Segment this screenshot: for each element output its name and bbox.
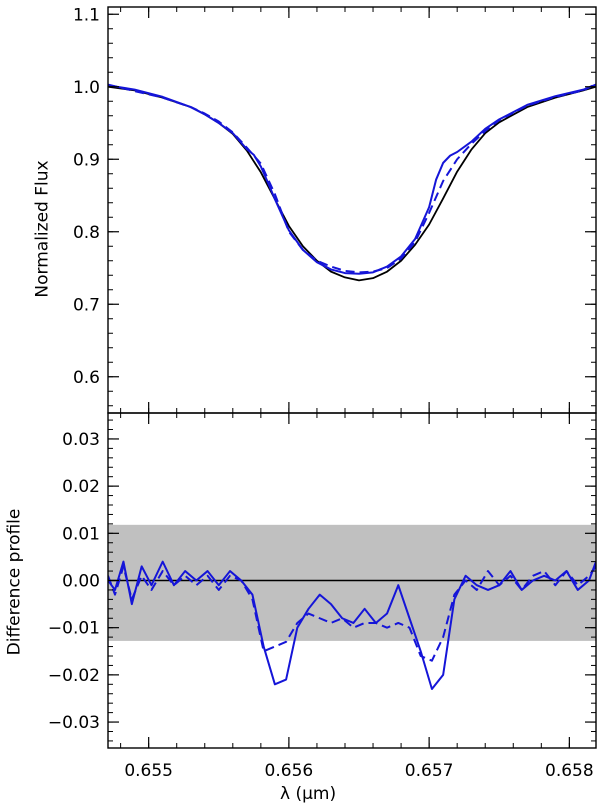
top-y-tick-label: 1.0 [73, 78, 100, 98]
top-series-group [108, 82, 596, 282]
bottom-y-tick-label: 0.00 [62, 572, 100, 592]
bottom-y-tick-label: −0.01 [48, 619, 100, 639]
bottom-panel-difference: −0.03 −0.02 −0.01 0.00 0.01 0.02 0.03 0.655 0.65… [48, 412, 597, 781]
top-panel-flux: 0.6 0.7 0.8 0.9 1.0 1.1 [73, 5, 597, 414]
bottom-y-tick-label: 0.01 [62, 524, 100, 544]
bottom-x-tick-label: 0.656 [265, 761, 314, 781]
top-series-0-solid-line [108, 85, 596, 282]
bottom-y-tick-label: 0.02 [62, 477, 100, 497]
bottom-shaded-band [108, 524, 596, 641]
x-axis-label: λ (μm) [280, 784, 337, 804]
bottom-series-1-dashed-line [108, 565, 596, 662]
bottom-y-tick-label: −0.02 [48, 666, 100, 686]
bottom-series-0-solid-line [108, 560, 596, 691]
top-series-1-solid-line [108, 83, 596, 275]
bottom-y-axis-label: Difference profile [3, 508, 24, 656]
top-y-tick-label: 0.7 [73, 295, 100, 315]
top-y-tick-label: 1.1 [73, 5, 100, 25]
bottom-x-tick-label: 0.658 [545, 761, 594, 781]
top-y-tick-label: 0.8 [73, 223, 100, 243]
top-series-2-dashed-line [108, 82, 596, 274]
bottom-series-group [108, 560, 596, 691]
top-y-tick-label: 0.9 [73, 150, 100, 170]
bottom-y-tick-label: 0.03 [62, 430, 100, 450]
bottom-y-tick-label: −0.03 [48, 713, 100, 733]
bottom-x-tick-label: 0.657 [405, 761, 454, 781]
top-y-axis-label: Normalized Flux [32, 160, 53, 298]
top-axes-frame [107, 6, 597, 414]
bottom-x-tick-label: 0.655 [124, 761, 173, 781]
top-y-tick-label: 0.6 [73, 368, 100, 388]
